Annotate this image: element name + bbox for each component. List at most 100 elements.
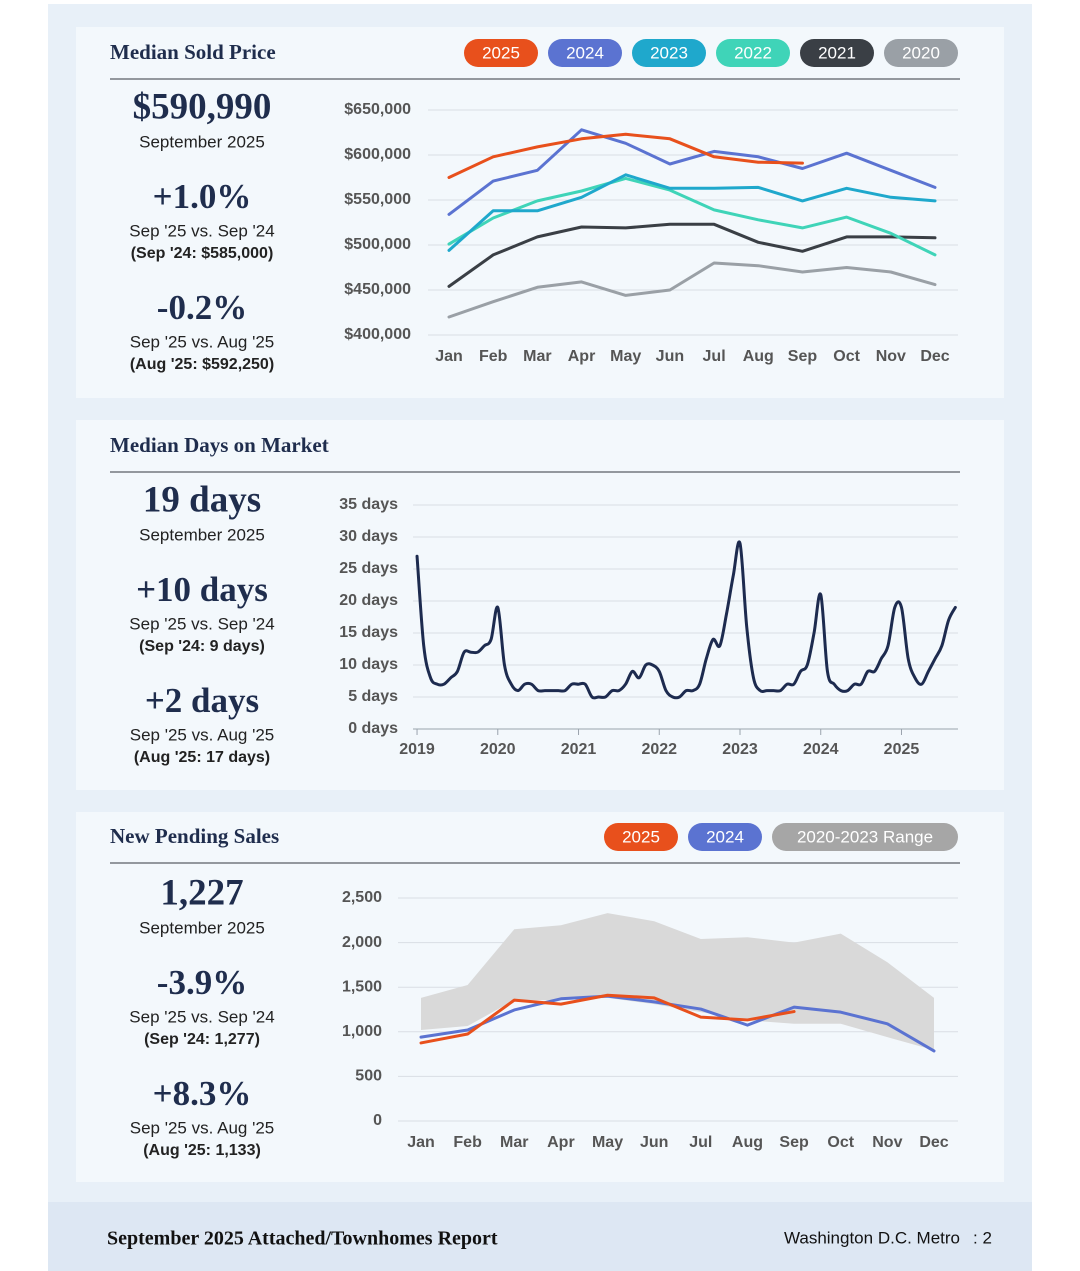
change-reference: (Aug '25: 1,133) xyxy=(143,1142,261,1159)
y-tick-label: 5 days xyxy=(348,688,398,705)
y-tick-label: 1,500 xyxy=(342,978,382,995)
x-tick-label: Feb xyxy=(479,348,508,365)
x-tick-label: Dec xyxy=(920,348,949,365)
x-tick-label: Sep xyxy=(779,1134,809,1151)
series-line xyxy=(447,222,937,288)
y-tick-label: 10 days xyxy=(339,656,398,673)
x-tick-label: Apr xyxy=(568,348,596,365)
x-tick-label: 2022 xyxy=(641,741,677,758)
y-tick-label: $400,000 xyxy=(344,326,411,343)
y-tick-label: 2,000 xyxy=(342,934,382,951)
x-tick-label: May xyxy=(610,348,641,365)
y-tick-label: $550,000 xyxy=(344,191,411,208)
legend-pill xyxy=(632,39,706,67)
x-tick-label: 2020 xyxy=(480,741,516,758)
x-tick-label: Jan xyxy=(407,1134,435,1151)
change-reference: (Sep '24: 1,277) xyxy=(144,1031,260,1048)
series-line xyxy=(419,993,796,1045)
change-reference: (Sep '24: $585,000) xyxy=(131,245,274,262)
legend-label: 2022 xyxy=(734,43,772,62)
page-number: : 2 xyxy=(973,1228,992,1247)
y-tick-label: 500 xyxy=(355,1068,382,1085)
x-tick-label: Jul xyxy=(689,1134,712,1151)
change-reference: (Aug '25: $592,250) xyxy=(130,356,274,373)
y-tick-label: 30 days xyxy=(339,528,398,545)
legend-label: 2023 xyxy=(650,43,688,62)
x-tick-label: Mar xyxy=(500,1134,528,1151)
chart-title: New Pending Sales xyxy=(110,824,279,848)
x-tick-label: Nov xyxy=(876,348,906,365)
x-tick-label: Dec xyxy=(919,1134,948,1151)
change-comparison: Sep '25 vs. Aug '25 xyxy=(130,332,274,351)
legend-pill xyxy=(772,823,958,851)
x-tick-label: Sep xyxy=(788,348,818,365)
series-line xyxy=(447,132,804,179)
headline-value: 19 days xyxy=(143,479,261,520)
report-name: September 2025 Attached/Townhomes Report xyxy=(107,1228,498,1250)
headline-period: September 2025 xyxy=(139,918,265,937)
y-tick-label: $600,000 xyxy=(344,146,411,163)
region: Washington D.C. Metro xyxy=(784,1228,960,1247)
x-tick-label: Jun xyxy=(640,1134,668,1151)
change-value: +2 days xyxy=(145,681,259,720)
legend-label: 2025 xyxy=(482,43,520,62)
headline-period: September 2025 xyxy=(139,525,265,544)
chart-title: Median Sold Price xyxy=(110,40,276,64)
x-tick-label: Feb xyxy=(453,1134,482,1151)
series-line xyxy=(447,173,937,252)
x-tick-label: Aug xyxy=(743,348,774,365)
legend-label: 2021 xyxy=(818,43,856,62)
legend-label: 2024 xyxy=(706,827,744,846)
legend-label: 2024 xyxy=(566,43,604,62)
y-tick-label: $650,000 xyxy=(344,101,411,118)
legend-label: 2020 xyxy=(902,43,940,62)
change-comparison: Sep '25 vs. Sep '24 xyxy=(129,1007,274,1026)
x-tick-label: 2024 xyxy=(803,741,839,758)
range-band xyxy=(421,913,934,1051)
x-tick-label: Nov xyxy=(872,1134,902,1151)
x-tick-label: Oct xyxy=(833,348,860,365)
y-tick-label: 0 xyxy=(373,1112,382,1129)
change-value: -0.2% xyxy=(157,288,247,327)
legend-pill xyxy=(604,823,678,851)
change-comparison: Sep '25 vs. Aug '25 xyxy=(130,1118,274,1137)
change-reference: (Sep '24: 9 days) xyxy=(139,638,265,655)
y-tick-label: 15 days xyxy=(339,624,398,641)
change-reference: (Aug '25: 17 days) xyxy=(134,749,270,766)
legend-pill xyxy=(800,39,874,67)
footer-band xyxy=(48,1202,1032,1271)
x-tick-label: Apr xyxy=(547,1134,575,1151)
x-tick-label: May xyxy=(592,1134,623,1151)
x-tick-label: 2019 xyxy=(399,741,435,758)
x-tick-label: Mar xyxy=(523,348,551,365)
y-tick-label: 35 days xyxy=(339,496,398,513)
y-tick-label: 2,500 xyxy=(342,889,382,906)
legend-label: 2025 xyxy=(622,827,660,846)
x-tick-label: 2021 xyxy=(561,741,597,758)
change-value: +1.0% xyxy=(153,177,252,216)
y-tick-label: 20 days xyxy=(339,592,398,609)
y-tick-label: 1,000 xyxy=(342,1023,382,1040)
headline-period: September 2025 xyxy=(139,132,265,151)
change-value: +8.3% xyxy=(153,1074,252,1113)
series-line xyxy=(419,994,936,1053)
change-value: +10 days xyxy=(136,570,268,609)
headline-value: 1,227 xyxy=(160,872,243,913)
headline-value: $590,990 xyxy=(133,86,272,127)
series-line xyxy=(415,540,957,700)
x-tick-label: Oct xyxy=(827,1134,854,1151)
series-line xyxy=(447,261,937,319)
chart-title: Median Days on Market xyxy=(110,433,329,457)
change-comparison: Sep '25 vs. Aug '25 xyxy=(130,725,274,744)
legend-pill xyxy=(548,39,622,67)
y-tick-label: 0 days xyxy=(348,720,398,737)
card xyxy=(76,420,1004,790)
x-tick-label: Jun xyxy=(656,348,684,365)
series-line xyxy=(447,128,937,216)
legend-label: 2020-2023 Range xyxy=(797,827,933,846)
legend-pill xyxy=(688,823,762,851)
change-value: -3.9% xyxy=(157,963,247,1002)
series-line xyxy=(447,176,937,257)
